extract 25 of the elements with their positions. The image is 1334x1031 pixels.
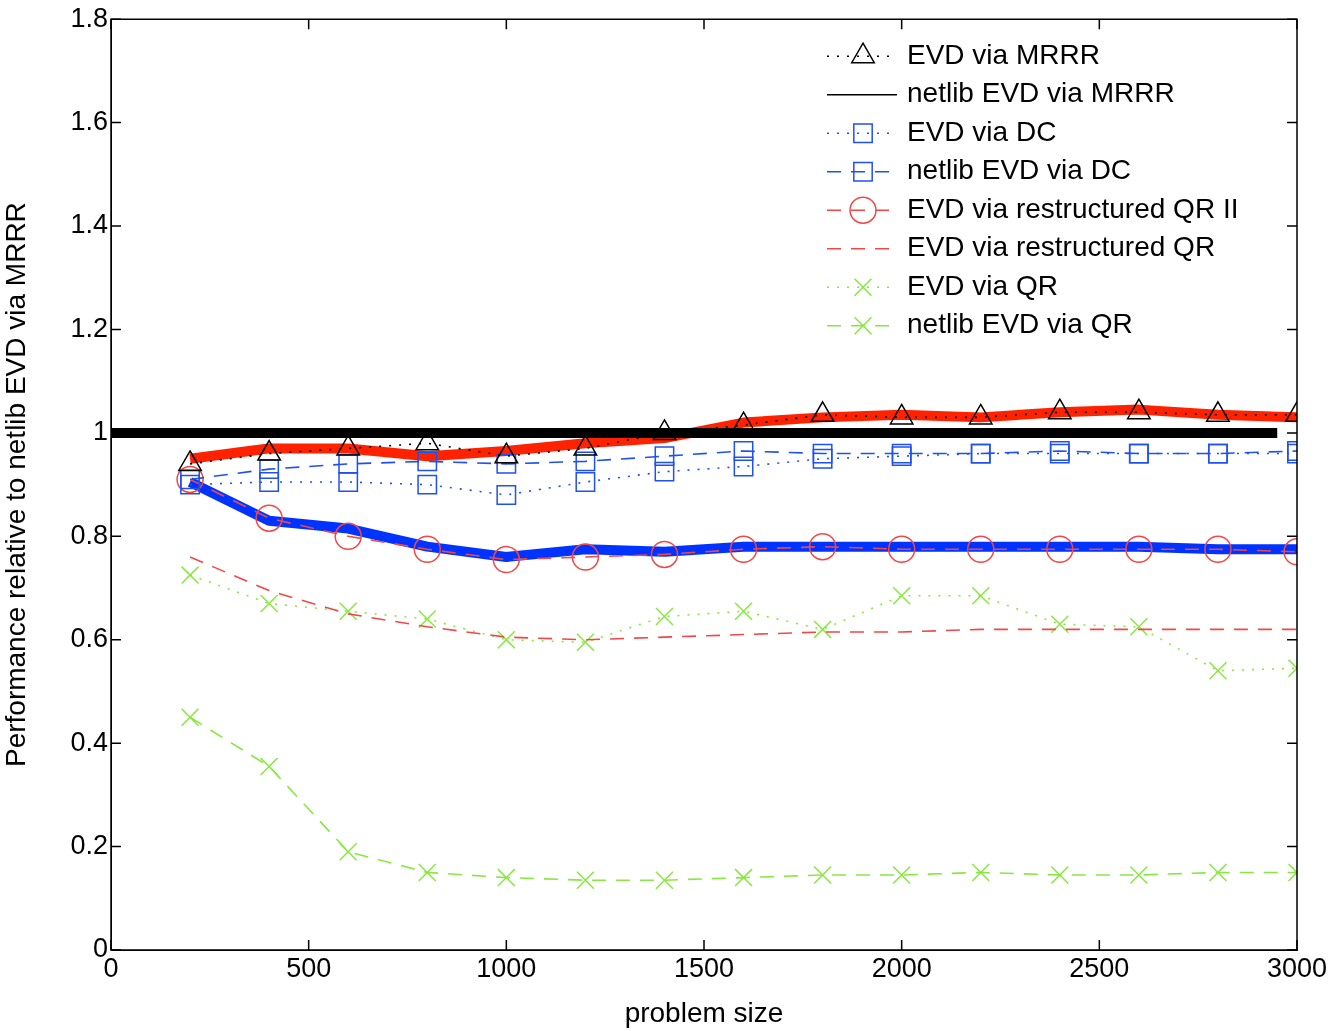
x-tick-label: 1500	[673, 952, 735, 983]
y-tick-label: 1.2	[70, 312, 108, 343]
legend-label: netlib EVD via MRRR	[907, 77, 1175, 109]
legend-label: EVD via restructured QR II	[907, 192, 1239, 224]
y-tick-label: 1	[92, 416, 108, 447]
legend-label: netlib EVD via QR	[907, 308, 1133, 340]
x-tick-label: 3000	[1266, 952, 1328, 983]
y-tick-label: 0.4	[70, 726, 108, 757]
y-tick-label: 0.6	[70, 623, 108, 654]
y-tick-label: 1.8	[70, 2, 108, 33]
legend-label: EVD via MRRR	[907, 38, 1100, 70]
legend-label: EVD via QR	[907, 269, 1058, 301]
legend-label: EVD via DC	[907, 115, 1057, 147]
y-tick-label: 0.2	[70, 830, 108, 861]
y-axis-title: Performance relative to netlib EVD via MRRR	[0, 202, 31, 768]
x-tick-label: 2500	[1069, 952, 1130, 983]
x-tick-label: 500	[286, 952, 332, 983]
x-tick-label: 1000	[476, 952, 537, 983]
y-tick-label: 1.4	[70, 209, 108, 240]
legend-label: EVD via restructured QR	[907, 231, 1216, 263]
x-axis-title: problem size	[624, 996, 784, 1028]
y-tick-label: 1.6	[70, 106, 108, 137]
y-tick-label: 0.8	[70, 519, 108, 550]
legend-label: netlib EVD via DC	[907, 154, 1132, 186]
x-tick-label: 2000	[871, 952, 932, 983]
